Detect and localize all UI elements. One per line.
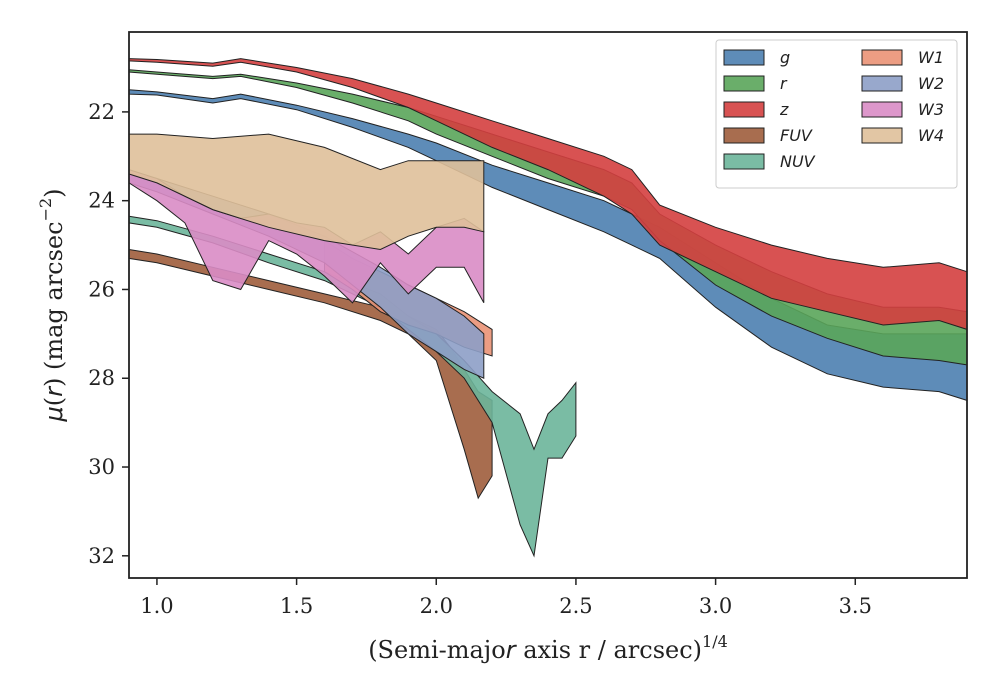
legend-swatch-r bbox=[723, 75, 765, 92]
legend-swatch-w1 bbox=[861, 49, 903, 66]
x-tick-label: 2.5 bbox=[559, 594, 592, 618]
y-tick-label: 24 bbox=[88, 189, 115, 213]
legend-label-fuv: FUV bbox=[780, 126, 813, 145]
y-tick-label: 26 bbox=[88, 277, 115, 301]
x-tick-label: 2.0 bbox=[420, 594, 453, 618]
legend-label-w1: W1 bbox=[918, 48, 944, 67]
x-tick-label: 3.0 bbox=[699, 594, 732, 618]
x-axis-label: (Semi-major axis r / arcsec)1/4 bbox=[368, 632, 728, 664]
x-tick-label: 1.5 bbox=[280, 594, 313, 618]
legend-label-w3: W3 bbox=[918, 100, 944, 119]
legend-label-w4: W4 bbox=[918, 126, 944, 145]
y-tick-label: 30 bbox=[88, 455, 115, 479]
series-bands bbox=[128, 58, 968, 558]
legend-swatch-fuv bbox=[723, 127, 765, 144]
y-tick-label: 32 bbox=[88, 544, 115, 568]
x-tick-label: 1.0 bbox=[140, 594, 173, 618]
y-tick-label: 28 bbox=[88, 366, 115, 390]
series-band-w4 bbox=[128, 133, 485, 251]
x-axis: 1.0 1.5 2.0 2.5 3.0 3.5 bbox=[140, 578, 872, 618]
legend-swatch-z bbox=[723, 101, 765, 118]
plot-frame bbox=[128, 31, 968, 579]
legend-label-z: z bbox=[779, 100, 789, 119]
legend-swatch-g bbox=[723, 49, 765, 66]
legend-label-nuv: NUV bbox=[780, 152, 816, 171]
legend-swatch-w4 bbox=[861, 127, 903, 144]
y-axis: 22 24 26 28 30 32 bbox=[88, 100, 129, 568]
y-tick-label: 22 bbox=[88, 100, 115, 124]
legend-swatch-nuv bbox=[723, 153, 765, 170]
legend-label-g: g bbox=[780, 48, 790, 67]
y-axis-label: μ(r) (mag arcsec−2) bbox=[36, 188, 68, 422]
legend-swatch-w3 bbox=[861, 101, 903, 118]
series-band-fuv bbox=[128, 248, 493, 500]
legend-label-r: r bbox=[780, 74, 788, 93]
legend-label-w2: W2 bbox=[918, 74, 944, 93]
legend-swatch-w2 bbox=[861, 75, 903, 92]
x-tick-label: 3.5 bbox=[839, 594, 872, 618]
legend: grz FUV NUV W1 W2 W3 W4 bbox=[715, 39, 958, 189]
